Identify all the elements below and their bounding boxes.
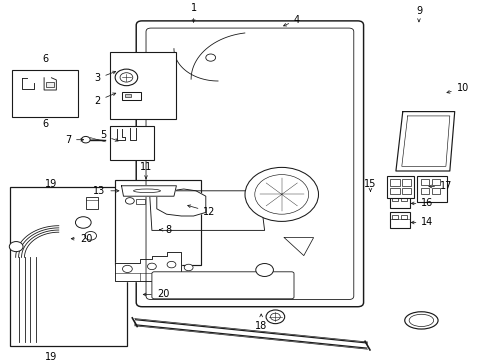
Text: 19: 19: [45, 352, 58, 360]
Bar: [387, 176, 414, 198]
Text: 6: 6: [42, 54, 48, 64]
Bar: [110, 126, 154, 160]
Bar: [390, 188, 400, 194]
Bar: [46, 82, 54, 87]
Bar: [421, 179, 429, 185]
Polygon shape: [157, 189, 206, 216]
Circle shape: [125, 198, 134, 204]
Text: 8: 8: [160, 225, 172, 235]
Bar: [10, 187, 127, 346]
Circle shape: [120, 73, 133, 82]
Text: 3: 3: [94, 71, 116, 84]
Ellipse shape: [133, 189, 161, 193]
Circle shape: [81, 136, 90, 143]
Text: 13: 13: [93, 186, 119, 196]
Bar: [86, 197, 98, 209]
Bar: [392, 197, 398, 201]
Text: 14: 14: [411, 217, 434, 228]
Polygon shape: [396, 112, 455, 171]
Bar: [421, 188, 429, 194]
Bar: [402, 179, 411, 186]
Text: 17: 17: [429, 181, 452, 192]
Text: 20: 20: [143, 289, 169, 300]
Bar: [392, 215, 398, 219]
Text: 10: 10: [447, 83, 469, 93]
Text: 6: 6: [42, 119, 48, 129]
Bar: [12, 70, 78, 117]
Text: 2: 2: [94, 93, 116, 106]
Bar: [401, 197, 407, 201]
Polygon shape: [122, 186, 176, 196]
Circle shape: [9, 242, 23, 252]
Text: 12: 12: [188, 205, 216, 217]
Ellipse shape: [409, 314, 434, 327]
Text: 15: 15: [364, 179, 377, 192]
Text: 1: 1: [191, 3, 196, 22]
Bar: [432, 188, 440, 194]
Circle shape: [85, 231, 97, 240]
Circle shape: [256, 264, 273, 276]
Bar: [136, 199, 145, 204]
Text: 19: 19: [45, 179, 58, 189]
Ellipse shape: [405, 312, 438, 329]
Bar: [401, 215, 407, 219]
Bar: [432, 179, 440, 185]
Polygon shape: [115, 252, 196, 281]
Text: 4: 4: [284, 15, 300, 26]
Circle shape: [206, 54, 216, 61]
Text: 18: 18: [255, 314, 268, 331]
Text: 5: 5: [100, 130, 118, 141]
Text: 9: 9: [416, 6, 422, 22]
Circle shape: [147, 263, 156, 270]
Circle shape: [184, 264, 193, 271]
FancyBboxPatch shape: [152, 272, 294, 299]
Polygon shape: [149, 191, 265, 230]
FancyBboxPatch shape: [136, 21, 364, 307]
Circle shape: [270, 313, 280, 320]
Circle shape: [245, 167, 318, 221]
Bar: [390, 195, 410, 208]
Bar: [115, 180, 201, 265]
Circle shape: [255, 175, 309, 214]
Circle shape: [167, 261, 176, 268]
Bar: [122, 92, 141, 100]
Circle shape: [75, 217, 91, 228]
Text: 11: 11: [140, 162, 152, 179]
Bar: [390, 179, 400, 186]
Bar: [390, 212, 410, 228]
Circle shape: [266, 310, 285, 324]
Bar: [402, 188, 411, 194]
Text: 7: 7: [65, 135, 84, 145]
Circle shape: [122, 265, 132, 273]
Bar: [110, 52, 176, 119]
Bar: [417, 176, 447, 202]
Circle shape: [115, 69, 138, 86]
Text: 20: 20: [71, 234, 92, 244]
Text: 16: 16: [411, 198, 434, 208]
Bar: [125, 94, 131, 97]
